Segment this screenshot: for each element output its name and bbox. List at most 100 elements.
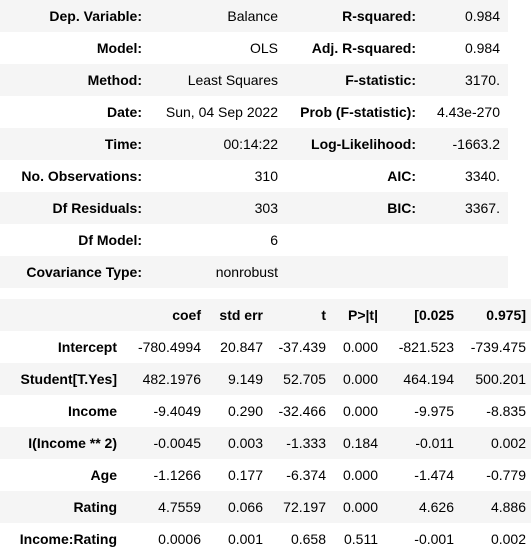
cell-coef: 4.7559: [125, 491, 206, 523]
summary-label: AIC:: [286, 160, 424, 192]
summary-value: nonrobust: [150, 256, 286, 288]
cell-ci-upper: 0.002: [459, 427, 531, 459]
summary-row: Dep. Variable: Balance R-squared: 0.984: [0, 0, 508, 32]
table-row: Age -1.1266 0.177 -6.374 0.000 -1.474 -0…: [0, 459, 531, 491]
summary-label: Time:: [0, 128, 150, 160]
cell-t: 0.658: [268, 523, 331, 555]
row-label: Student[T.Yes]: [0, 363, 125, 395]
summary-value: 00:14:22: [150, 128, 286, 160]
table-row: Income -9.4049 0.290 -32.466 0.000 -9.97…: [0, 395, 531, 427]
cell-p-value: 0.000: [331, 331, 383, 363]
cell-p-value: 0.000: [331, 363, 383, 395]
summary-value: 3340.: [424, 160, 508, 192]
table-header-row: coef std err t P>|t| [0.025 0.975]: [0, 299, 531, 331]
summary-label: Dep. Variable:: [0, 0, 150, 32]
cell-std-err: 20.847: [206, 331, 268, 363]
summary-label: Date:: [0, 96, 150, 128]
cell-ci-upper: 4.886: [459, 491, 531, 523]
summary-label: Model:: [0, 32, 150, 64]
cell-ci-upper: -739.475: [459, 331, 531, 363]
table-row: Income:Rating 0.0006 0.001 0.658 0.511 -…: [0, 523, 531, 555]
cell-std-err: 9.149: [206, 363, 268, 395]
table-row: I(Income ** 2) -0.0045 0.003 -1.333 0.18…: [0, 427, 531, 459]
summary-value: Sun, 04 Sep 2022: [150, 96, 286, 128]
summary-value: 303: [150, 192, 286, 224]
cell-ci-lower: 464.194: [383, 363, 459, 395]
column-header-t: t: [268, 299, 331, 331]
cell-t: -32.466: [268, 395, 331, 427]
summary-value: 3170.: [424, 64, 508, 96]
column-header-coef: coef: [125, 299, 206, 331]
summary-value: 6: [150, 224, 286, 256]
column-header-p-value: P>|t|: [331, 299, 383, 331]
summary-value: 0.984: [424, 0, 508, 32]
cell-t: -37.439: [268, 331, 331, 363]
summary-row: Df Residuals: 303 BIC: 3367.: [0, 192, 508, 224]
summary-row: Method: Least Squares F-statistic: 3170.: [0, 64, 508, 96]
cell-std-err: 0.066: [206, 491, 268, 523]
cell-coef: 0.0006: [125, 523, 206, 555]
summary-value: 3367.: [424, 192, 508, 224]
summary-row: Date: Sun, 04 Sep 2022 Prob (F-statistic…: [0, 96, 508, 128]
row-label: I(Income ** 2): [0, 427, 125, 459]
row-label: Income: [0, 395, 125, 427]
table-row: Student[T.Yes] 482.1976 9.149 52.705 0.0…: [0, 363, 531, 395]
summary-value: [424, 224, 508, 256]
row-label: Rating: [0, 491, 125, 523]
cell-coef: -1.1266: [125, 459, 206, 491]
cell-t: -6.374: [268, 459, 331, 491]
cell-coef: -0.0045: [125, 427, 206, 459]
cell-ci-lower: -0.011: [383, 427, 459, 459]
summary-label: Covariance Type:: [0, 256, 150, 288]
table-row: Intercept -780.4994 20.847 -37.439 0.000…: [0, 331, 531, 363]
column-header-std-err: std err: [206, 299, 268, 331]
column-header: [0, 299, 125, 331]
summary-row: Time: 00:14:22 Log-Likelihood: -1663.2: [0, 128, 508, 160]
cell-t: 72.197: [268, 491, 331, 523]
row-label: Age: [0, 459, 125, 491]
cell-ci-upper: 0.002: [459, 523, 531, 555]
summary-value: [424, 256, 508, 288]
summary-label: [286, 256, 424, 288]
cell-p-value: 0.184: [331, 427, 383, 459]
cell-t: 52.705: [268, 363, 331, 395]
summary-value: -1663.2: [424, 128, 508, 160]
column-header-ci-lower: [0.025: [383, 299, 459, 331]
summary-value: OLS: [150, 32, 286, 64]
summary-label: Adj. R-squared:: [286, 32, 424, 64]
cell-ci-upper: 500.201: [459, 363, 531, 395]
summary-row: Covariance Type: nonrobust: [0, 256, 508, 288]
summary-label: Df Residuals:: [0, 192, 150, 224]
summary-label: R-squared:: [286, 0, 424, 32]
cell-std-err: 0.177: [206, 459, 268, 491]
summary-value: Least Squares: [150, 64, 286, 96]
cell-ci-upper: -8.835: [459, 395, 531, 427]
summary-value: 4.43e-270: [424, 96, 508, 128]
cell-coef: -9.4049: [125, 395, 206, 427]
summary-label: [286, 224, 424, 256]
cell-p-value: 0.511: [331, 523, 383, 555]
cell-ci-lower: -9.975: [383, 395, 459, 427]
row-label: Intercept: [0, 331, 125, 363]
cell-std-err: 0.003: [206, 427, 268, 459]
cell-ci-lower: -821.523: [383, 331, 459, 363]
column-header-ci-upper: 0.975]: [459, 299, 531, 331]
summary-label: Method:: [0, 64, 150, 96]
cell-coef: -780.4994: [125, 331, 206, 363]
summary-row: No. Observations: 310 AIC: 3340.: [0, 160, 508, 192]
summary-label: F-statistic:: [286, 64, 424, 96]
cell-ci-lower: 4.626: [383, 491, 459, 523]
summary-value: 0.984: [424, 32, 508, 64]
summary-value: Balance: [150, 0, 286, 32]
summary-row: Df Model: 6: [0, 224, 508, 256]
cell-ci-lower: -1.474: [383, 459, 459, 491]
summary-label: Df Model:: [0, 224, 150, 256]
coefficients-table: coef std err t P>|t| [0.025 0.975] Inter…: [0, 299, 531, 555]
cell-ci-upper: -0.779: [459, 459, 531, 491]
row-label: Income:Rating: [0, 523, 125, 555]
cell-coef: 482.1976: [125, 363, 206, 395]
cell-p-value: 0.000: [331, 395, 383, 427]
summary-row: Model: OLS Adj. R-squared: 0.984: [0, 32, 508, 64]
summary-label: No. Observations:: [0, 160, 150, 192]
regression-summary-table: Dep. Variable: Balance R-squared: 0.984 …: [0, 0, 508, 288]
